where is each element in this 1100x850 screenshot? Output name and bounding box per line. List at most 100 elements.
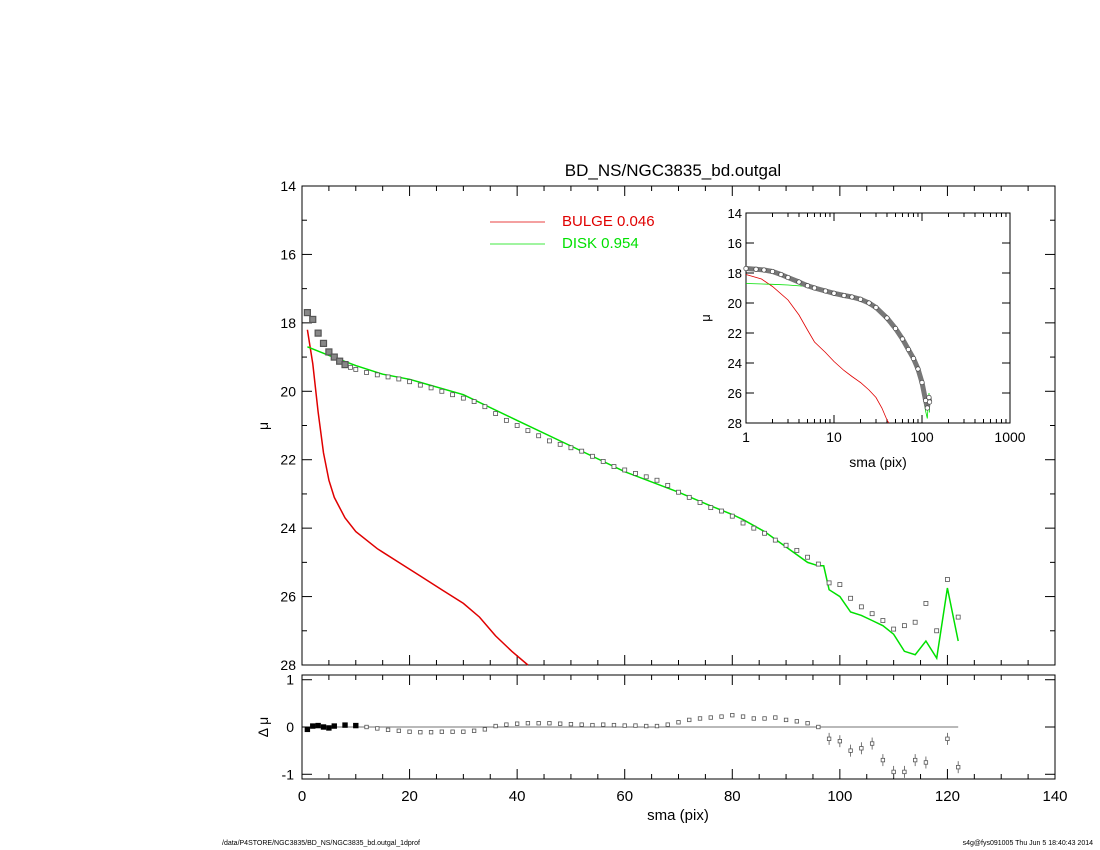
main-data-point (568, 445, 574, 451)
main-data-point (869, 611, 875, 617)
main-data-point (837, 582, 843, 587)
residuals-data-point (751, 716, 756, 721)
main-data-point (622, 467, 628, 473)
residuals-data-point (676, 720, 681, 725)
main-data-point (385, 374, 391, 380)
inset-data-point (905, 346, 911, 352)
main-data-point (676, 489, 681, 495)
inset-data-point (926, 394, 932, 400)
main-data-point (826, 580, 832, 586)
main-data-point (880, 618, 886, 623)
main-data-point (611, 464, 617, 469)
residuals-data-point (633, 723, 638, 728)
residuals-data-point (740, 714, 746, 719)
main-data-point (319, 339, 328, 347)
main-data-point (353, 366, 359, 372)
inset-data-point (805, 283, 811, 289)
main-data-point (902, 623, 907, 629)
main-series-bulge-line (306, 329, 529, 666)
main-data-point (482, 404, 488, 410)
main-data-point (547, 438, 552, 444)
residuals-data-point (450, 729, 455, 734)
inset-series-bulge-line (745, 274, 890, 424)
residuals-data-point (945, 736, 950, 741)
legend-disk-label: DISK 0.954 (562, 235, 639, 252)
main-series-layer (306, 329, 959, 666)
footer-timestamp: s4g@fys091005 Thu Jun 5 18:40:43 2014 (962, 840, 1093, 847)
main-data-point (330, 353, 338, 361)
main-data-point (590, 453, 595, 459)
residuals-data-point (880, 757, 886, 763)
residuals-data-points (304, 713, 961, 778)
inset-y-tick-label: 22 (728, 326, 742, 341)
main-data-point (783, 542, 789, 548)
main-data-point (751, 525, 757, 531)
inset-y-tick-label: 20 (728, 296, 742, 311)
main-data-point (848, 595, 854, 601)
inset-y-axis-ticks: 14 16 18 20 22 24 26 28 (728, 206, 1010, 431)
residuals-data-point (547, 721, 552, 726)
residuals-x-tick-label: 80 (724, 788, 741, 805)
inset-data-point (927, 399, 933, 405)
residuals-x-tick-label: 40 (509, 788, 526, 805)
main-data-point (374, 372, 380, 378)
residuals-data-point (644, 723, 649, 729)
residuals-data-point (514, 721, 520, 726)
main-profile-panel: 14 16 18 20 22 24 26 28 μ BULGE 0.046 DISK 0.95… (255, 178, 1056, 673)
residuals-data-point (719, 714, 724, 719)
residuals-x-tick-label: 100 (827, 788, 852, 805)
residuals-data-point (708, 715, 713, 720)
main-data-point (417, 382, 423, 388)
residuals-data-point (859, 746, 864, 751)
inset-x-tick-label: 1000 (994, 429, 1025, 445)
residuals-data-point (794, 719, 799, 724)
residuals-data-point (536, 721, 541, 726)
main-data-point (815, 561, 821, 567)
inset-data-point (857, 296, 863, 302)
inset-data-point (822, 288, 828, 294)
main-data-point (428, 385, 434, 391)
main-data-point (805, 554, 810, 560)
inset-data-point (866, 300, 872, 306)
main-data-point (600, 459, 606, 464)
main-data-point (858, 604, 864, 610)
main-data-point (396, 376, 402, 382)
residuals-data-point (783, 717, 789, 723)
inset-data-point (743, 265, 749, 271)
main-data-point (309, 315, 317, 324)
inset-data-point (849, 294, 855, 300)
main-data-point (934, 628, 940, 634)
inset-x-axis-ticks: 1 10 100 1000 (742, 213, 1026, 445)
residuals-data-point (826, 736, 832, 741)
main-data-point (525, 428, 531, 434)
main-data-point (740, 520, 746, 526)
main-data-point (697, 500, 703, 505)
main-data-point (325, 348, 333, 356)
inset-data-point (811, 285, 817, 291)
main-data-point (891, 626, 897, 632)
main-y-tick-label: 22 (280, 452, 296, 468)
inset-data-point (778, 271, 784, 277)
main-y-axis-label: μ (255, 422, 271, 430)
main-data-point (514, 423, 520, 428)
residuals-data-point (837, 739, 843, 744)
residuals-data-point (956, 765, 961, 770)
residuals-data-point (805, 721, 810, 726)
inset-y-tick-label: 26 (728, 386, 742, 401)
residuals-x-tick-label: 140 (1042, 788, 1067, 805)
residuals-data-point (891, 769, 896, 775)
inset-data-points (743, 265, 933, 411)
main-data-point (407, 379, 412, 385)
residuals-data-point (353, 722, 359, 729)
main-data-point (303, 308, 311, 317)
main-data-point (557, 441, 563, 447)
inset-data-point (769, 268, 775, 274)
inset-log-panel: 14 16 18 20 22 24 26 28 1 10 100 1000 μ sma (pix) (698, 206, 1026, 470)
inset-data-point (915, 366, 921, 372)
inset-data-point (796, 279, 802, 285)
main-y-tick-label: 26 (280, 589, 296, 605)
main-series-disk-line (307, 346, 959, 661)
residuals-data-point (504, 722, 509, 727)
legend: BULGE 0.046 DISK 0.954 (490, 213, 655, 252)
